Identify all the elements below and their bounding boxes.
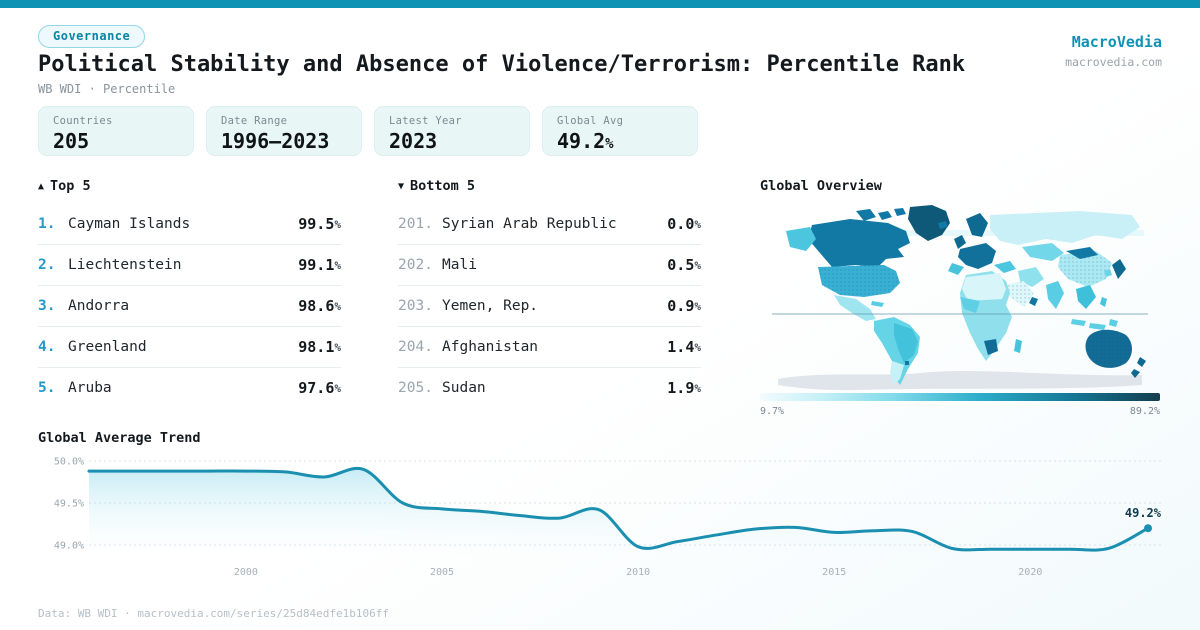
brand-name: MacroVedia xyxy=(1071,33,1162,51)
table-row: 205. Sudan 1.9% xyxy=(398,379,701,397)
region-new-zealand xyxy=(1131,357,1146,378)
top5-rows: 1. Cayman Islands 99.5% 2. Liechtenstein 99.… xyxy=(38,204,341,408)
trend-chart-area: 50.0% 49.5% 49.0% 2000 2005 2010 2015 2020 49.2% xyxy=(38,448,1162,582)
top5-title: ▲ Top 5 xyxy=(38,178,91,194)
region-russia xyxy=(990,211,1140,245)
region-indochina xyxy=(1076,285,1096,309)
stat-card-latest-year: Latest Year 2023 xyxy=(374,106,530,156)
x-axis-tick: 2005 xyxy=(430,567,454,578)
scale-min-label: 9.7% xyxy=(760,406,785,417)
top-accent-bar xyxy=(0,0,1200,8)
table-row: 202. Mali 0.5% xyxy=(398,245,701,286)
region-oman xyxy=(1029,297,1038,306)
stat-label: Date Range xyxy=(221,115,288,127)
table-row: 5. Aruba 97.6% xyxy=(38,379,341,397)
y-axis-tick: 49.5% xyxy=(54,499,84,510)
region-iberia xyxy=(948,263,964,275)
region-india xyxy=(1046,281,1064,309)
page-title: Political Stability and Absence of Viole… xyxy=(38,52,966,77)
brand-domain: macrovedia.com xyxy=(1065,55,1162,69)
x-axis-tick: 2010 xyxy=(626,567,650,578)
bottom5-title: ▼ Bottom 5 xyxy=(398,178,476,194)
trend-area xyxy=(89,468,1148,558)
region-greenland xyxy=(908,205,950,241)
region-central-asia xyxy=(1022,243,1064,261)
trend-line xyxy=(87,466,1150,552)
trend-title: Global Average Trend xyxy=(38,430,201,446)
table-row: 2. Liechtenstein 99.1% xyxy=(38,245,341,286)
down-triangle-icon: ▼ xyxy=(398,181,405,192)
region-mongolia xyxy=(1066,247,1098,259)
region-indonesia xyxy=(1071,319,1118,330)
region-antarctica xyxy=(778,371,1142,391)
region-arabia-dots xyxy=(1004,281,1034,307)
stat-label: Global Avg xyxy=(557,115,624,127)
x-axis-tick: 2000 xyxy=(234,567,258,578)
trend-end-label: 49.2% xyxy=(1125,506,1162,520)
table-row: 1. Cayman Islands 99.5% xyxy=(38,204,341,245)
table-row: 201. Syrian Arab Republic 0.0% xyxy=(398,204,701,245)
stat-card-date-range: Date Range 1996—2023 xyxy=(206,106,362,156)
y-axis-tick: 49.0% xyxy=(54,541,84,552)
x-axis-tick: 2020 xyxy=(1018,567,1042,578)
top5-panel: ▲ Top 5 1. Cayman Islands 99.5% 2. Liechtens… xyxy=(38,178,341,408)
bottom5-rows: 201. Syrian Arab Republic 0.0% 202. Mali 0.5… xyxy=(398,204,701,408)
region-korea xyxy=(1104,269,1112,277)
page-subtitle: WB WDI · Percentile xyxy=(38,82,176,96)
region-southern-africa xyxy=(984,339,998,355)
region-argentina xyxy=(890,361,904,385)
category-badge: Governance xyxy=(38,25,146,48)
region-uruguay xyxy=(905,361,909,365)
x-axis-tick: 2015 xyxy=(822,567,846,578)
stat-card-countries: Countries 205 xyxy=(38,106,194,156)
region-caribbean xyxy=(871,301,884,307)
color-scale-labels: 9.7% 89.2% xyxy=(760,406,1160,417)
brand-block: MacroVedia macrovedia.com xyxy=(1065,33,1162,69)
stat-card-global-avg: Global Avg 49.2% xyxy=(542,106,698,156)
region-usa-dots xyxy=(818,265,900,297)
region-canada xyxy=(808,219,910,267)
color-scale-bar xyxy=(760,393,1160,401)
region-australia-dots xyxy=(1085,329,1132,368)
table-row: 4. Greenland 98.1% xyxy=(38,327,341,368)
region-uk xyxy=(954,235,966,249)
footer-source: Data: WB WDI · macrovedia.com/series/25d… xyxy=(38,607,389,620)
world-map xyxy=(772,205,1148,391)
region-alaska xyxy=(786,227,816,251)
stat-value: 1996—2023 xyxy=(221,129,330,153)
up-triangle-icon: ▲ xyxy=(38,181,45,192)
region-philippines xyxy=(1100,297,1107,307)
region-brazil xyxy=(894,323,918,363)
region-sahara xyxy=(962,273,1006,301)
arctic-band xyxy=(788,230,1144,236)
region-west-africa xyxy=(960,297,980,313)
region-scandinavia xyxy=(966,213,988,237)
trend-chart: 50.0% 49.5% 49.0% 2000 2005 2010 2015 2020 49.2% xyxy=(54,457,1162,578)
region-arctic-islands xyxy=(856,208,906,221)
bottom5-panel: ▼ Bottom 5 201. Syrian Arab Republic 0.0% 2… xyxy=(398,178,701,408)
stat-value: 49.2% xyxy=(557,129,614,153)
stat-cards: Countries 205 Date Range 1996—2023 Lates… xyxy=(38,106,698,156)
stat-label: Countries xyxy=(53,115,113,127)
stat-label: Latest Year xyxy=(389,115,462,127)
region-mexico xyxy=(834,295,876,321)
region-europe xyxy=(958,243,996,269)
map-title: Global Overview xyxy=(760,178,882,194)
table-row: 3. Andorra 98.6% xyxy=(38,286,341,327)
region-japan xyxy=(1112,259,1126,279)
region-iceland xyxy=(938,221,948,229)
region-china-dots xyxy=(1058,251,1112,287)
region-madagascar xyxy=(1014,339,1022,353)
table-row: 204. Afghanistan 1.4% xyxy=(398,327,701,368)
region-turkey xyxy=(994,261,1016,273)
y-axis-tick: 50.0% xyxy=(54,457,84,468)
stat-value: 2023 xyxy=(389,129,438,153)
global-overview-panel: Global Overview xyxy=(760,178,1160,417)
scale-max-label: 89.2% xyxy=(1129,406,1160,417)
stat-value: 205 xyxy=(53,129,90,153)
trend-end-dot xyxy=(1144,524,1152,533)
table-row: 203. Yemen, Rep. 0.9% xyxy=(398,286,701,327)
